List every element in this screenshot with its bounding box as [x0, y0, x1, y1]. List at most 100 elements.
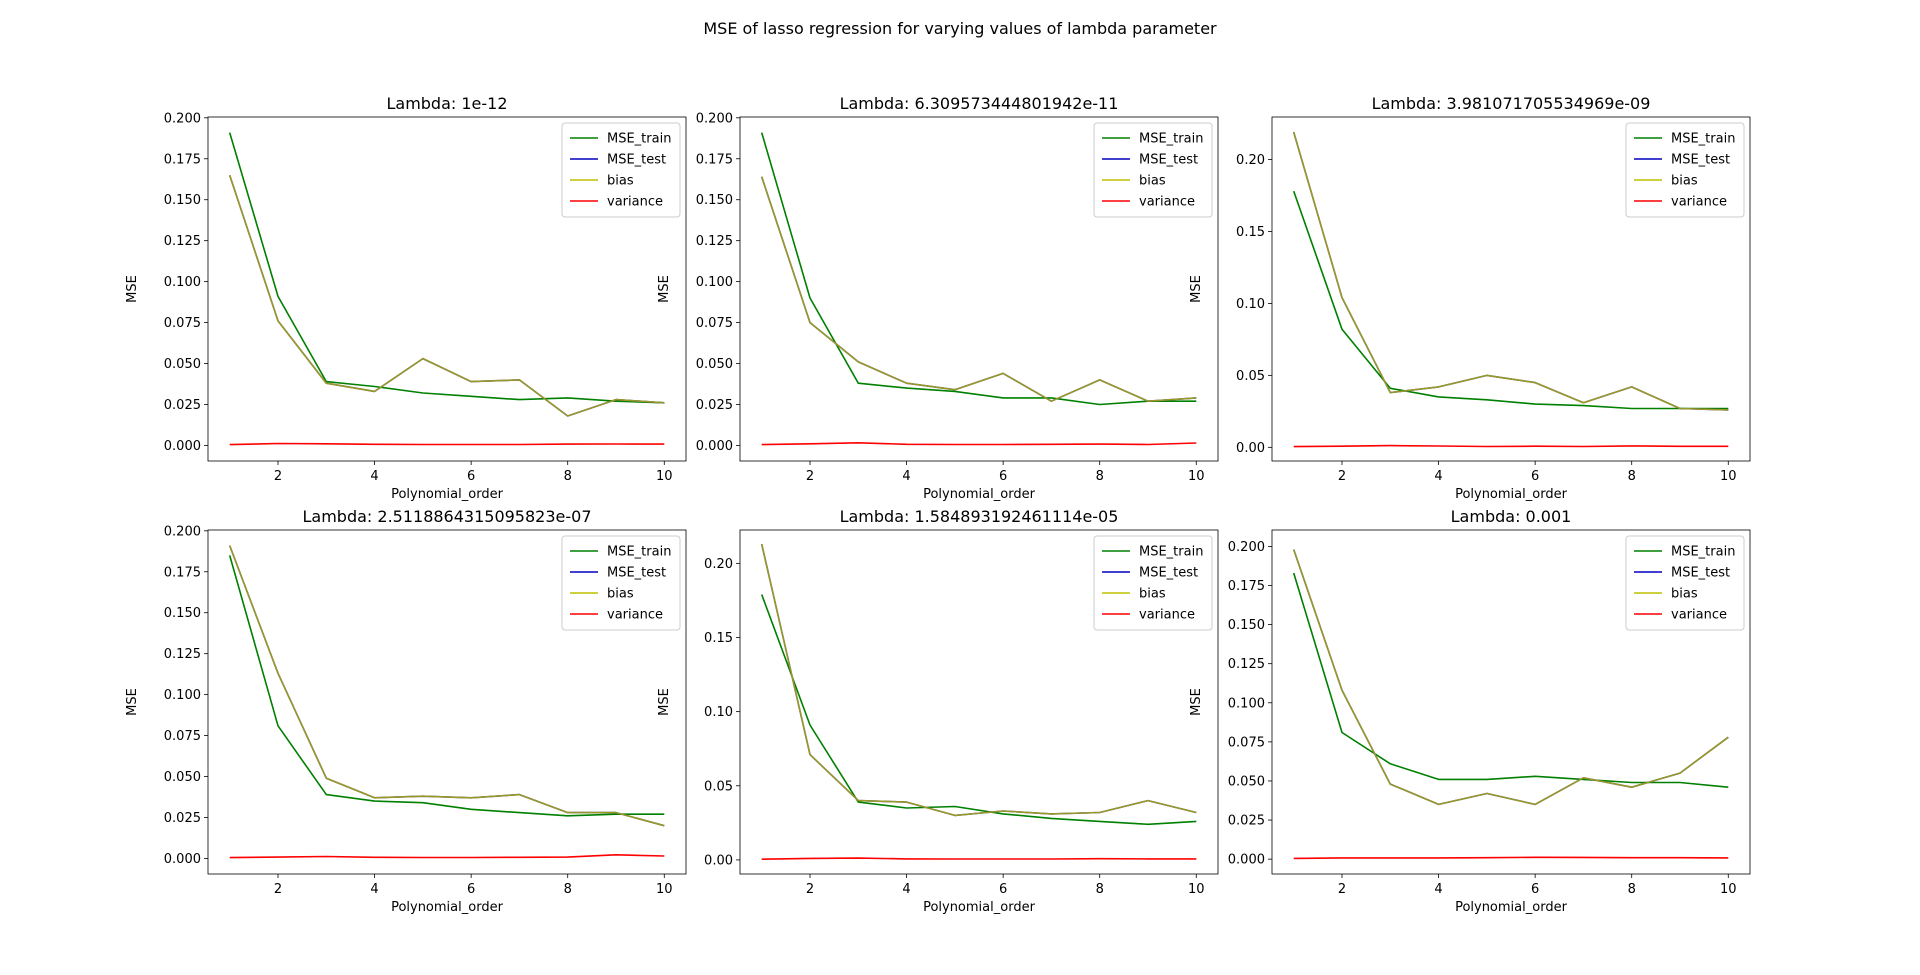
y-axis-label: MSE [657, 688, 672, 716]
legend-box [561, 122, 681, 218]
y-tick-label: 0.075 [1228, 735, 1265, 750]
x-tick-label: 4 [370, 882, 378, 897]
y-axis-label: MSE [1189, 688, 1204, 716]
x-axis-label: Polynomial_order [1455, 487, 1568, 502]
legend-label-MSE_test: MSE_test [1671, 153, 1730, 168]
y-tick-label: 0.150 [696, 193, 733, 208]
plot-lines [760, 132, 1197, 446]
legend-label-MSE_test: MSE_test [1671, 566, 1730, 581]
legend-box [1625, 535, 1745, 631]
y-tick-label: 0.050 [164, 770, 201, 785]
series-line-bias [228, 174, 665, 417]
legend-label-MSE_train: MSE_train [1139, 132, 1203, 147]
legend-label-variance: variance [1139, 195, 1195, 210]
legend-label-bias: bias [1139, 587, 1166, 602]
legend-box [1093, 535, 1213, 631]
subplot-title: Lambda: 1.584893192461114e-05 [840, 507, 1119, 526]
legend-label-MSE_train: MSE_train [607, 545, 671, 560]
x-tick-label: 2 [1338, 469, 1346, 484]
y-tick-label: 0.100 [696, 275, 733, 290]
plot-lines [228, 545, 665, 859]
y-tick-label: 0.150 [1228, 618, 1265, 633]
x-tick-label: 2 [806, 469, 814, 484]
series-line-variance [761, 857, 1197, 860]
series-line-bias [760, 176, 1197, 403]
x-tick-label: 2 [274, 882, 282, 897]
legend-label-MSE_train: MSE_train [1139, 545, 1203, 560]
y-tick-label: 0.200 [164, 524, 201, 539]
legend-label-MSE_test: MSE_test [607, 566, 666, 581]
x-tick-label: 4 [370, 469, 378, 484]
legend-label-variance: variance [1671, 608, 1727, 623]
x-tick-label: 4 [902, 882, 910, 897]
series-line-bias [760, 543, 1197, 817]
y-tick-label: 0.100 [164, 688, 201, 703]
legend-label-MSE_train: MSE_train [607, 132, 671, 147]
x-axis-label: Polynomial_order [391, 900, 504, 915]
x-tick-label: 2 [806, 882, 814, 897]
y-tick-label: 0.15 [1236, 225, 1265, 240]
y-tick-label: 0.100 [164, 275, 201, 290]
legend-box [1625, 122, 1745, 218]
series-line-variance [1293, 444, 1729, 448]
series-line-MSE_train [228, 555, 665, 817]
legend-label-bias: bias [1671, 587, 1698, 602]
x-tick-label: 6 [467, 469, 475, 484]
subplot-2: Lambda: 6.309573444801942e-11 0.000 0.025 0… [657, 94, 1219, 502]
y-tick-label: 0.125 [696, 234, 733, 249]
series-line-variance [1293, 856, 1729, 860]
legend-label-MSE_test: MSE_test [1139, 153, 1198, 168]
y-tick-label: 0.05 [704, 779, 733, 794]
subplot-6: Lambda: 0.001 0.000 0.025 0.050 0.075 0.100 0.… [1189, 507, 1751, 915]
legend-label-variance: variance [607, 608, 663, 623]
x-tick-label: 8 [1628, 882, 1636, 897]
y-tick-label: 0.10 [1236, 297, 1265, 312]
y-tick-label: 0.050 [696, 357, 733, 372]
x-tick-label: 2 [1338, 882, 1346, 897]
y-tick-label: 0.025 [164, 398, 201, 413]
series-line-MSE_train [1292, 572, 1729, 788]
plot-lines [228, 132, 665, 446]
x-tick-label: 10 [1720, 469, 1737, 484]
x-axis-label: Polynomial_order [1455, 900, 1568, 915]
y-tick-label: 0.200 [1228, 540, 1265, 555]
plot-lines [1292, 549, 1729, 860]
x-tick-label: 8 [1096, 469, 1104, 484]
x-tick-label: 4 [1434, 882, 1442, 897]
y-tick-label: 0.00 [1236, 441, 1265, 456]
y-tick-label: 0.200 [164, 111, 201, 126]
legend-label-bias: bias [607, 587, 634, 602]
plot-lines [760, 543, 1197, 860]
series-line-bias [1292, 131, 1729, 411]
x-tick-label: 8 [564, 469, 572, 484]
x-tick-label: 8 [1096, 882, 1104, 897]
legend-label-variance: variance [1139, 608, 1195, 623]
subplot-4: Lambda: 2.5118864315095823e-07 0.000 0.025… [125, 507, 687, 915]
x-tick-label: 6 [1531, 882, 1539, 897]
y-tick-label: 0.200 [696, 111, 733, 126]
axes-frame [739, 116, 1219, 462]
legend-label-variance: variance [607, 195, 663, 210]
y-tick-label: 0.000 [164, 852, 201, 867]
series-line-bias [1292, 549, 1729, 806]
y-tick-label: 0.150 [164, 193, 201, 208]
plot-lines [1292, 131, 1729, 448]
series-line-MSE_train [228, 132, 665, 404]
y-tick-label: 0.125 [1228, 657, 1265, 672]
y-tick-label: 0.175 [696, 152, 733, 167]
x-tick-label: 6 [467, 882, 475, 897]
legend-label-MSE_test: MSE_test [607, 153, 666, 168]
y-tick-label: 0.025 [696, 398, 733, 413]
x-tick-label: 4 [902, 469, 910, 484]
y-tick-label: 0.00 [704, 853, 733, 868]
y-axis-label: MSE [657, 275, 672, 303]
y-tick-label: 0.025 [164, 811, 201, 826]
series-line-MSE_train [1292, 190, 1729, 410]
y-tick-label: 0.000 [164, 439, 201, 454]
subplot-title: Lambda: 6.309573444801942e-11 [840, 94, 1119, 113]
y-tick-label: 0.10 [704, 705, 733, 720]
